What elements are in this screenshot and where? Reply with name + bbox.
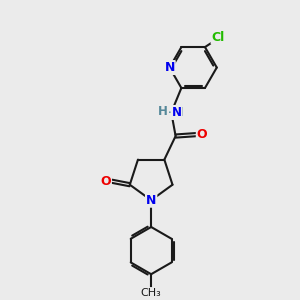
Text: H–N: H–N bbox=[158, 106, 184, 119]
Text: CH₃: CH₃ bbox=[141, 288, 161, 298]
Text: O: O bbox=[197, 128, 207, 141]
Text: O: O bbox=[100, 175, 111, 188]
Text: N: N bbox=[164, 61, 175, 74]
Text: Cl: Cl bbox=[212, 31, 225, 44]
Text: N: N bbox=[146, 194, 156, 207]
Text: N: N bbox=[172, 106, 182, 119]
Text: H: H bbox=[158, 105, 168, 119]
